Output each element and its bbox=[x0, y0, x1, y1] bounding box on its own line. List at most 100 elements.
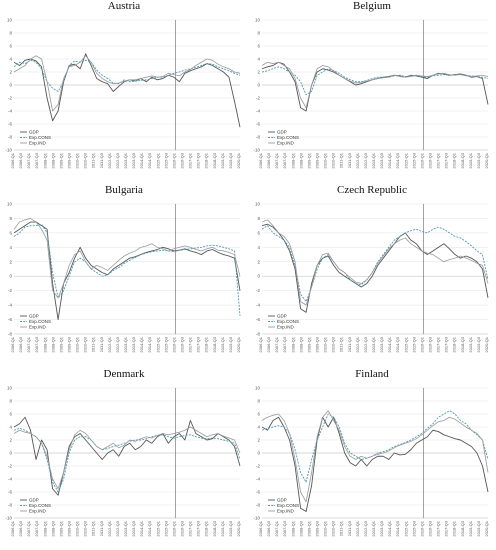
x-tick-label: 2019-Q1 bbox=[468, 520, 473, 536]
x-tick-label: 2019-Q3 bbox=[476, 520, 481, 536]
x-tick-label: 2008-Q1 bbox=[290, 336, 295, 352]
x-tick-label: 2006-Q1 bbox=[10, 152, 15, 168]
line-chart-czech-republic: -8 -6 -4 -2 0 2 4 6 8 10 2006-Q1 2006-Q3 2007-Q1 2007… bbox=[255, 202, 489, 353]
x-tick-label: 2010-Q1 bbox=[323, 152, 328, 168]
x-tick-label: 2006-Q3 bbox=[18, 520, 23, 536]
legend-label: Exp.CONS bbox=[29, 503, 51, 508]
y-tick-label: -2 bbox=[8, 96, 12, 101]
x-tick-label: 2009-Q3 bbox=[67, 336, 72, 352]
y-tick-label: -2 bbox=[256, 96, 260, 101]
legend-label: Exp.IND bbox=[277, 141, 295, 146]
x-tick-label: 2009-Q3 bbox=[315, 520, 320, 536]
x-tick-label: 2012-Q1 bbox=[107, 152, 112, 168]
y-tick-label: -10 bbox=[5, 516, 12, 521]
legend-label: Exp.CONS bbox=[29, 319, 51, 324]
x-tick-label: 2007-Q1 bbox=[274, 152, 279, 168]
x-tick-label: 2018-Q1 bbox=[204, 152, 209, 168]
x-tick-label: 2010-Q1 bbox=[75, 152, 80, 168]
x-tick-label: 2008-Q1 bbox=[290, 520, 295, 536]
x-tick-label: 2008-Q3 bbox=[50, 152, 55, 168]
x-tick-label: 2013-Q1 bbox=[371, 336, 376, 352]
x-tick-label: 2020-Q1 bbox=[236, 336, 241, 352]
x-tick-label: 2012-Q3 bbox=[363, 152, 368, 168]
x-tick-label: 2020-Q1 bbox=[236, 520, 241, 536]
x-tick-label: 2014-Q3 bbox=[395, 520, 400, 536]
x-tick-label: 2019-Q3 bbox=[476, 152, 481, 168]
x-tick-label: 2008-Q3 bbox=[50, 336, 55, 352]
x-tick-label: 2012-Q3 bbox=[363, 520, 368, 536]
x-tick-label: 2010-Q1 bbox=[323, 336, 328, 352]
chart-panel-bulgaria: Bulgaria -8 -6 -4 -2 0 2 4 6 8 10 2006-Q1 2006-Q3 20… bbox=[2, 184, 246, 364]
x-tick-label: 2012-Q1 bbox=[107, 520, 112, 536]
y-tick-label: -8 bbox=[256, 503, 260, 508]
y-tick-label: 0 bbox=[9, 274, 12, 279]
x-tick-label: 2010-Q3 bbox=[331, 520, 336, 536]
legend-label: Exp.IND bbox=[29, 141, 47, 146]
chart-title: Finland bbox=[355, 368, 389, 380]
x-tick-label: 2007-Q1 bbox=[26, 152, 31, 168]
legend-label: Exp.CONS bbox=[277, 503, 299, 508]
x-tick-label: 2011-Q3 bbox=[99, 336, 104, 352]
x-tick-label: 2017-Q1 bbox=[436, 520, 441, 536]
y-tick-label: 2 bbox=[9, 438, 12, 443]
x-tick-label: 2006-Q3 bbox=[18, 336, 23, 352]
legend-label: Exp.CONS bbox=[277, 319, 299, 324]
y-tick-label: 4 bbox=[257, 245, 260, 250]
x-tick-label: 2007-Q3 bbox=[34, 520, 39, 536]
x-tick-label: 2012-Q3 bbox=[115, 336, 120, 352]
x-tick-label: 2007-Q3 bbox=[282, 336, 287, 352]
y-tick-label: 2 bbox=[257, 438, 260, 443]
x-tick-label: 2016-Q3 bbox=[428, 336, 433, 352]
y-tick-label: -2 bbox=[8, 464, 12, 469]
series-line-gdp bbox=[13, 221, 241, 321]
x-tick-label: 2015-Q1 bbox=[155, 520, 160, 536]
x-tick-label: 2015-Q1 bbox=[403, 152, 408, 168]
x-tick-label: 2010-Q3 bbox=[331, 152, 336, 168]
x-tick-label: 2018-Q3 bbox=[212, 336, 217, 352]
y-tick-label: -6 bbox=[8, 317, 12, 322]
x-tick-label: 2011-Q1 bbox=[339, 520, 344, 536]
y-tick-label: -2 bbox=[8, 288, 12, 293]
y-tick-label: 4 bbox=[9, 245, 12, 250]
y-tick-label: 0 bbox=[9, 451, 12, 456]
chart-panel-denmark: Denmark -10 -8 -6 -4 -2 0 2 4 6 8 10 2006-Q1 2006-Q3… bbox=[2, 368, 246, 548]
legend-label: GDP bbox=[277, 498, 287, 503]
x-tick-label: 2011-Q3 bbox=[99, 520, 104, 536]
x-tick-label: 2013-Q1 bbox=[123, 152, 128, 168]
x-tick-label: 2016-Q1 bbox=[171, 152, 176, 168]
y-tick-label: 10 bbox=[7, 202, 13, 207]
x-tick-label: 2012-Q1 bbox=[355, 336, 360, 352]
y-tick-label: 10 bbox=[7, 18, 13, 23]
y-tick-label: -6 bbox=[256, 317, 260, 322]
chart-panel-belgium: Belgium -10 -8 -6 -4 -2 0 2 4 6 8 10 2006-Q1 2006-Q3… bbox=[250, 0, 494, 180]
x-tick-label: 2016-Q1 bbox=[171, 520, 176, 536]
x-tick-label: 2007-Q3 bbox=[282, 152, 287, 168]
x-tick-label: 2016-Q3 bbox=[428, 152, 433, 168]
x-tick-label: 2007-Q1 bbox=[274, 336, 279, 352]
x-tick-label: 2010-Q1 bbox=[323, 520, 328, 536]
x-tick-label: 2017-Q1 bbox=[188, 152, 193, 168]
x-tick-label: 2011-Q1 bbox=[91, 520, 96, 536]
y-tick-label: 4 bbox=[9, 425, 12, 430]
x-tick-label: 2010-Q1 bbox=[75, 520, 80, 536]
y-tick-label: 8 bbox=[9, 31, 12, 36]
x-tick-label: 2013-Q1 bbox=[123, 336, 128, 352]
x-tick-label: 2016-Q3 bbox=[180, 152, 185, 168]
legend-label: GDP bbox=[29, 130, 39, 135]
chart-panel-czech-republic: Czech Republic -8 -6 -4 -2 0 2 4 6 8 10 2006-Q1 200… bbox=[250, 184, 494, 364]
series-line-exp-cons bbox=[261, 66, 489, 96]
y-tick-label: -6 bbox=[256, 490, 260, 495]
y-tick-label: -8 bbox=[8, 503, 12, 508]
series-line-exp-ind bbox=[13, 426, 241, 490]
x-tick-label: 2008-Q1 bbox=[290, 152, 295, 168]
x-tick-label: 2008-Q3 bbox=[298, 152, 303, 168]
x-tick-label: 2017-Q3 bbox=[196, 336, 201, 352]
chart-title: Austria bbox=[107, 0, 141, 12]
chart-title: Belgium bbox=[353, 0, 391, 12]
y-tick-label: 0 bbox=[9, 83, 12, 88]
x-tick-label: 2011-Q1 bbox=[339, 336, 344, 352]
y-tick-label: 4 bbox=[257, 57, 260, 62]
x-tick-label: 2009-Q3 bbox=[315, 336, 320, 352]
